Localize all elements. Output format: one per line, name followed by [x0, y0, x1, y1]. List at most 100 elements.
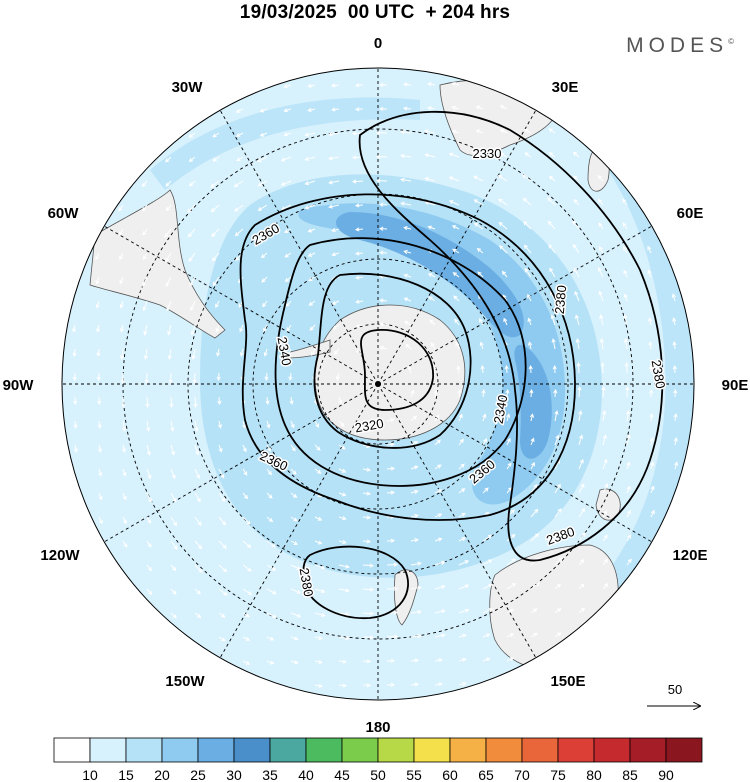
wind-arrow [328, 204, 340, 209]
wind-arrow [215, 300, 220, 309]
wind-arrow [308, 276, 316, 282]
wind-arrow [481, 389, 486, 398]
longitude-label-150e: 150E [550, 673, 585, 690]
wind-arrow [386, 634, 399, 639]
wind-arrow [530, 608, 538, 614]
wind-arrow [598, 290, 604, 302]
wind-arrow [307, 228, 316, 233]
wind-arrow [528, 364, 533, 374]
wind-arrow [650, 509, 655, 518]
wind-arrow [523, 221, 532, 230]
wind-arrow [554, 410, 559, 422]
wind-arrow [362, 491, 371, 496]
wind-arrow [386, 490, 396, 495]
wind-arrow [263, 324, 268, 333]
wind-arrow [242, 492, 249, 500]
wind-arrow [362, 420, 371, 425]
colorbar-swatch [665, 737, 703, 763]
contour-label: 2340 [275, 336, 295, 367]
wind-arrow [547, 197, 556, 206]
wind-arrow [574, 314, 580, 326]
longitude-label-60w: 60W [48, 205, 80, 222]
wind-arrow [452, 272, 460, 278]
wind-arrow [290, 468, 297, 475]
wind-arrow [190, 324, 196, 336]
wind-arrow [602, 583, 609, 590]
wind-arrow [498, 198, 508, 206]
wind-arrow [403, 273, 412, 278]
wind-arrow [283, 132, 292, 137]
wind-arrow [578, 458, 584, 470]
wind-arrow [455, 341, 460, 350]
wind-arrow [597, 175, 604, 182]
wind-arrow [410, 465, 419, 470]
wind-arrow [212, 132, 220, 138]
contour-label: 2380 [552, 285, 569, 315]
colorbar-swatch [485, 737, 523, 763]
wind-arrow [386, 562, 399, 567]
contour-label: 2340 [491, 394, 511, 425]
wind-arrow [547, 220, 556, 230]
wind-arrow [458, 608, 470, 614]
wind-arrow [170, 612, 177, 619]
wind-arrow [266, 492, 273, 499]
south-pole-marker [375, 381, 381, 387]
wind-arrow [191, 348, 196, 360]
wind-arrow [266, 612, 277, 618]
wind-arrow [574, 290, 580, 302]
wind-arrow [98, 468, 103, 477]
wind-arrow [96, 324, 101, 333]
wind-arrow [331, 83, 340, 88]
wind-arrow [624, 361, 629, 374]
wind-arrow [211, 252, 220, 262]
longitude-label-60e: 60E [677, 205, 704, 222]
contour-label: 2380 [297, 567, 317, 598]
wind-arrow [242, 564, 252, 572]
wind-arrow [170, 468, 176, 480]
wind-arrow [458, 657, 467, 662]
longitude-label-90w: 90W [3, 377, 35, 394]
wind-arrow [142, 204, 148, 212]
wind-arrow [672, 317, 677, 326]
wind-arrow [410, 441, 419, 446]
wind-arrow [266, 540, 277, 548]
wind-arrow [403, 249, 412, 255]
colorbar-tick-label: 15 [118, 767, 134, 782]
wind-arrow [578, 607, 586, 614]
wind-arrow [482, 633, 491, 638]
wind-arrow [338, 683, 347, 688]
wind-arrow [504, 364, 509, 374]
wind-arrow [410, 633, 422, 639]
wind-arrow [73, 444, 78, 453]
wind-arrow [239, 348, 244, 357]
wind-arrow [338, 659, 347, 664]
wind-arrow [622, 198, 628, 206]
wind-arrow [146, 420, 151, 432]
wind-arrow [434, 658, 443, 663]
wind-arrow [482, 413, 487, 422]
wind-arrow [362, 515, 372, 520]
wind-arrow [575, 338, 580, 350]
colorbar-swatch [593, 737, 631, 763]
wind-arrow [451, 105, 460, 110]
wind-arrow [164, 228, 172, 238]
wind-arrow [499, 245, 508, 254]
wind-arrow [482, 462, 489, 470]
colorbar-tick-label: 55 [406, 767, 422, 782]
wind-arrow [482, 657, 491, 662]
wind-arrow [266, 588, 277, 595]
longitude-label-90e: 90E [722, 377, 749, 394]
wind-arrow [602, 558, 609, 566]
wind-arrow [314, 468, 322, 474]
wind-arrow [602, 534, 608, 542]
wind-arrow [262, 300, 268, 308]
colorbar-swatch [233, 737, 271, 763]
wind-arrow [482, 487, 489, 494]
wind-arrow [283, 84, 292, 89]
wind-arrow [266, 420, 271, 429]
wind-arrow [499, 105, 508, 110]
wind-arrow [386, 586, 399, 591]
wind-arrow [72, 372, 77, 382]
wind-arrow [194, 564, 203, 573]
